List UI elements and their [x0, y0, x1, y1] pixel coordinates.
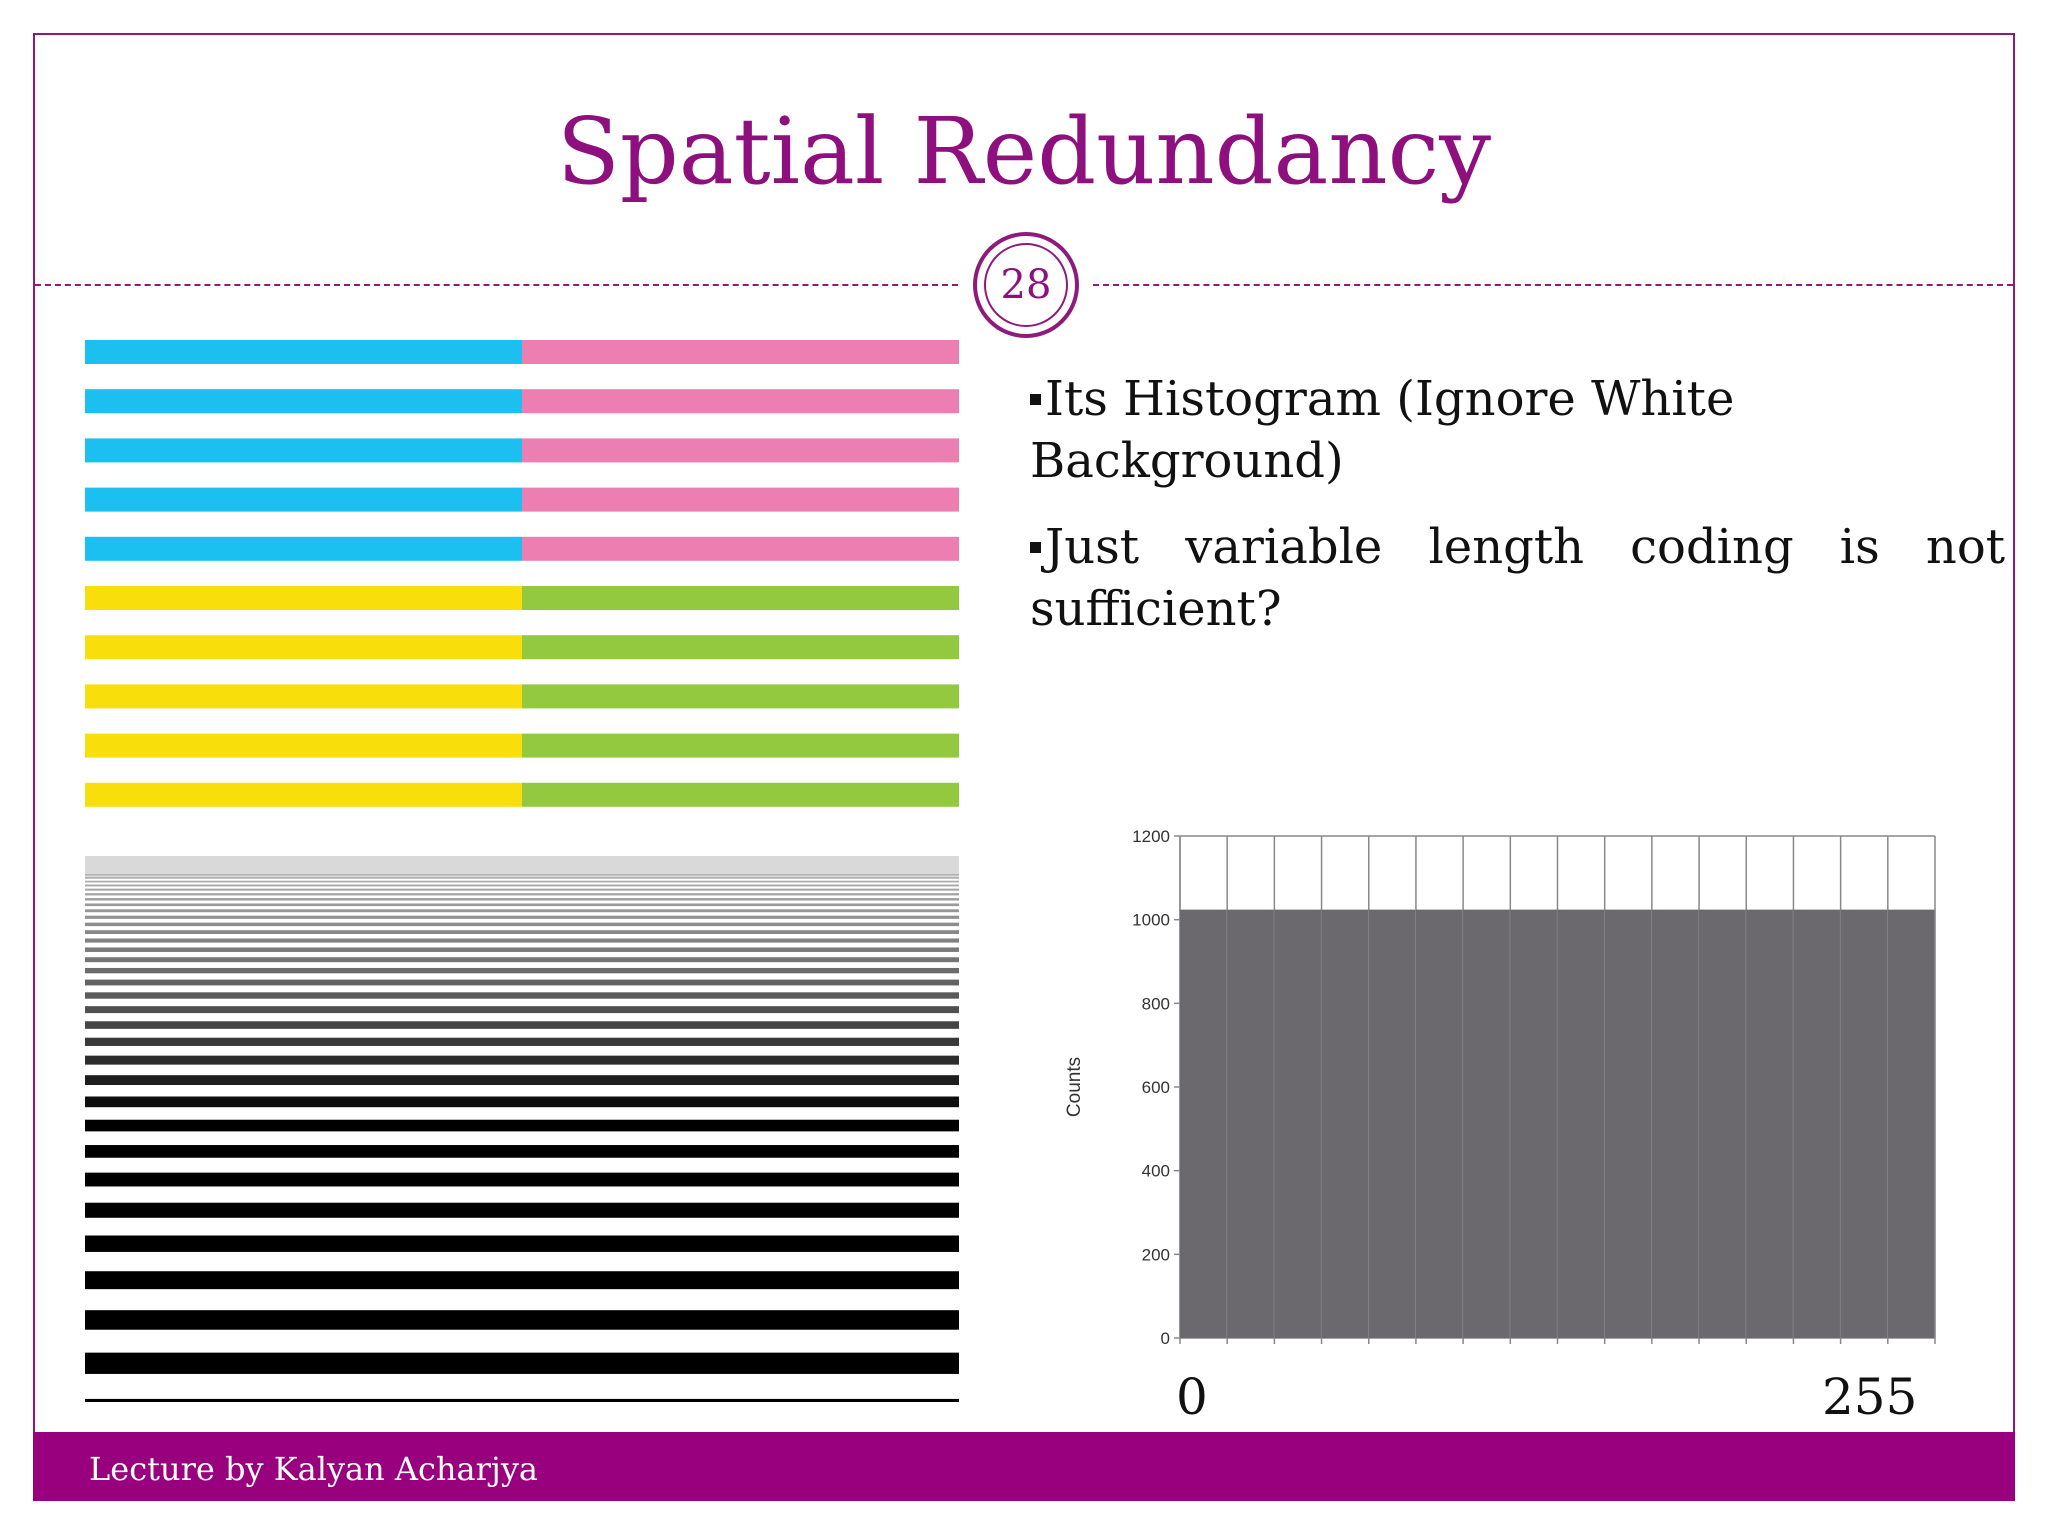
bw-stripe: [85, 874, 959, 876]
bw-stripe: [85, 992, 959, 999]
bullet-text: Its Histogram (Ignore White Background): [1030, 371, 1735, 489]
stripe-right: [522, 536, 959, 561]
bw-stripe: [85, 1235, 959, 1252]
bullet-item: Just variable length coding is not suffi…: [1030, 516, 2005, 640]
page-number-badge: 28: [973, 232, 1079, 338]
stripe-right: [522, 438, 959, 463]
bw-stripe: [85, 957, 959, 963]
histogram-bar: [1699, 909, 1747, 1338]
histogram-chart: 0 200 400 600 800 1000 1200 Counts: [1064, 827, 1936, 1348]
bw-stripe: [85, 1075, 959, 1085]
slide-title: Spatial Redundancy: [556, 98, 1492, 205]
bw-stripe: [85, 930, 959, 934]
bw-stripe: [85, 979, 959, 986]
stripe-left: [85, 389, 522, 414]
y-tick-label: 200: [1142, 1245, 1170, 1264]
stripe-fade: [85, 856, 959, 878]
stripe-left: [85, 733, 522, 758]
histogram-bar: [1793, 909, 1842, 1338]
bw-stripe: [85, 1096, 959, 1108]
y-axis-title: Counts: [1064, 1057, 1085, 1117]
stripe-right: [522, 389, 959, 414]
square-bullet-icon: [1030, 394, 1041, 405]
stripe-right: [522, 635, 959, 660]
stripe-left: [85, 487, 522, 512]
y-tick-label: 400: [1142, 1162, 1170, 1181]
bw-stripe: [85, 922, 959, 927]
bw-stripe: [85, 880, 959, 883]
histogram-bar: [1510, 909, 1559, 1338]
bw-stripe: [85, 1398, 959, 1402]
color-stripes-image: [85, 340, 959, 807]
square-bullet-icon: [1030, 542, 1041, 553]
histogram-bar: [1651, 909, 1700, 1338]
bw-stripe: [85, 967, 959, 974]
bw-stripe: [85, 888, 959, 891]
bw-stripe: [85, 1202, 959, 1218]
header-divider-right: [1093, 284, 2013, 286]
x-start-label: 0: [1176, 1368, 1208, 1426]
y-tick-label: 800: [1142, 994, 1170, 1013]
histogram-bar: [1463, 909, 1511, 1338]
histogram-bar: [1840, 909, 1889, 1338]
histogram-bar: [1227, 909, 1275, 1338]
bw-stripe: [85, 1119, 959, 1132]
bw-stripe: [85, 1172, 959, 1187]
stripe-left: [85, 635, 522, 660]
stripe-right: [522, 340, 959, 364]
stripe-right: [522, 586, 959, 610]
histogram-bar: [1368, 909, 1417, 1338]
histogram-bar: [1415, 909, 1464, 1338]
bw-stripe: [85, 1006, 959, 1014]
stripe-right: [522, 684, 959, 709]
histogram-bar: [1746, 909, 1795, 1338]
stripe-left: [85, 536, 522, 561]
bw-stripe: [85, 1310, 959, 1330]
bw-stripe: [85, 1352, 959, 1374]
stripe-left: [85, 684, 522, 709]
page-number: 28: [984, 243, 1068, 327]
histogram-bar: [1887, 909, 1936, 1338]
stripe-left: [85, 438, 522, 463]
stripe-right: [522, 782, 959, 807]
histogram-bar: [1557, 909, 1606, 1338]
bw-stripe: [85, 1271, 959, 1290]
footer-bar: Lecture by Kalyan Acharjya: [33, 1432, 2015, 1501]
bw-stripe: [85, 915, 959, 919]
bullet-text: Just variable length coding is not suffi…: [1030, 519, 2005, 637]
bw-stripe: [85, 903, 959, 907]
bullet-item: Its Histogram (Ignore White Background): [1030, 368, 2005, 492]
bw-stripe: [85, 877, 959, 879]
header-divider-left: [35, 284, 958, 286]
stripe-right: [522, 487, 959, 512]
x-end-label: 255: [1822, 1368, 1918, 1426]
y-tick-label: 600: [1142, 1078, 1170, 1097]
bw-stripe: [85, 947, 959, 952]
y-tick-label: 1000: [1132, 911, 1170, 930]
y-tick-label: 1200: [1132, 827, 1170, 846]
bw-stripe: [85, 1055, 959, 1065]
y-tick-label: 0: [1161, 1329, 1170, 1348]
stripe-left: [85, 586, 522, 610]
bw-stripe: [85, 898, 959, 901]
bullet-list: Its Histogram (Ignore White Background) …: [1030, 368, 2005, 664]
bw-stripe: [85, 884, 959, 887]
stripe-left: [85, 340, 522, 364]
histogram-bar: [1274, 909, 1323, 1338]
bw-stripe: [85, 1021, 959, 1029]
bw-stripe: [85, 909, 959, 913]
histogram-bar: [1604, 909, 1653, 1338]
bw-stripes-image: [85, 856, 959, 1402]
bw-stripe: [85, 938, 959, 943]
stripe-left: [85, 782, 522, 807]
bw-stripe: [85, 893, 959, 896]
histogram-bar: [1180, 909, 1228, 1338]
histogram-bar: [1321, 909, 1370, 1338]
bw-stripe: [85, 1145, 959, 1158]
stripe-right: [522, 733, 959, 758]
bw-stripe: [85, 1037, 959, 1046]
footer-credit: Lecture by Kalyan Acharjya: [89, 1450, 538, 1488]
